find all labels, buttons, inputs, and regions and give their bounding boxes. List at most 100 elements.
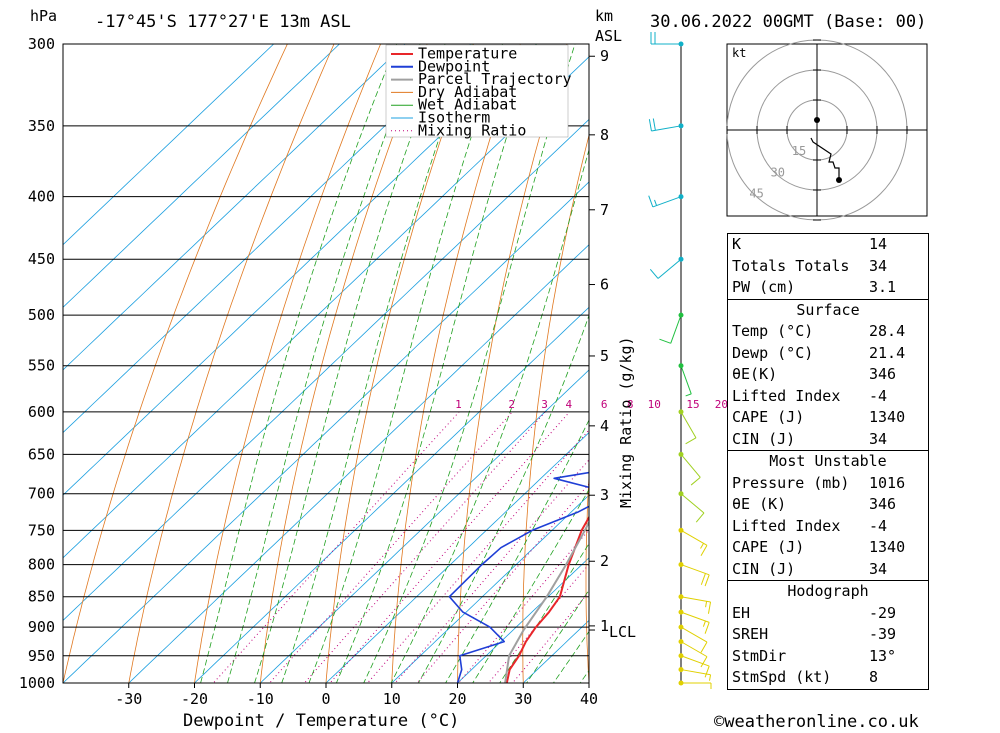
isotherm-line bbox=[63, 56, 589, 559]
wet-adiabat-line bbox=[390, 148, 589, 683]
temperature-tick-label: 10 bbox=[383, 690, 401, 708]
hodograph-ring-label: 45 bbox=[749, 187, 763, 201]
legend-entry: Temperature bbox=[418, 45, 517, 63]
wet-adiabat-line bbox=[363, 44, 576, 683]
wind-barb-staff bbox=[680, 493, 705, 514]
wind-barb-flag bbox=[705, 601, 708, 608]
general-indices: K 14 Totals Totals 34 PW (cm) 3.1 bbox=[728, 234, 928, 299]
legend-entry: Parcel Trajectory bbox=[418, 70, 572, 88]
wind-barb-dot bbox=[678, 667, 684, 673]
wind-barb-staff bbox=[670, 314, 682, 344]
index-row-k: K 14 bbox=[732, 235, 888, 253]
height-tick-label: 4 bbox=[600, 417, 609, 435]
pressure-tick-label: 950 bbox=[28, 647, 55, 665]
mixing-ratio-axis-label: Mixing Ratio (g/kg) bbox=[617, 336, 635, 508]
hodo-row: EH -29 bbox=[732, 603, 897, 622]
height-tick-label: 9 bbox=[600, 47, 609, 65]
index-row-totals: Totals Totals 34 bbox=[732, 256, 888, 275]
mixing-ratio-label: 10 bbox=[648, 398, 661, 411]
wind-barb-flag bbox=[700, 641, 708, 653]
isotherm-line bbox=[63, 44, 472, 434]
isotherm-line bbox=[128, 244, 589, 683]
wind-barb-dot bbox=[678, 41, 684, 47]
wind-barb-staff bbox=[680, 626, 708, 643]
wind-barb-flag bbox=[704, 622, 710, 634]
legend-entry: Mixing Ratio bbox=[418, 121, 526, 139]
dry-adiabat-line bbox=[391, 44, 521, 683]
wind-barb-flag bbox=[695, 512, 705, 523]
most-unstable-indices: Most Unstable Pressure (mb) 1016 θE (K) 34… bbox=[728, 450, 928, 580]
hodograph-title: Hodograph bbox=[787, 582, 869, 600]
pressure-tick-label: 800 bbox=[28, 556, 55, 574]
wind-barb-dot bbox=[678, 363, 684, 369]
pressure-tick-label: 600 bbox=[28, 403, 55, 421]
mixing-ratio-label: 2 bbox=[508, 398, 515, 411]
wind-barb-staff bbox=[680, 669, 711, 676]
mixing-ratio-line bbox=[329, 411, 570, 683]
wet-adiabat-line bbox=[308, 44, 504, 683]
pressure-tick-label: 650 bbox=[28, 445, 55, 463]
legend-entry: Wet Adiabat bbox=[418, 96, 517, 114]
isotherm-line bbox=[193, 306, 589, 683]
wind-barb-dot bbox=[678, 451, 684, 457]
wind-barb-staff bbox=[652, 196, 682, 208]
hodo-row: SREH -39 bbox=[732, 625, 897, 643]
hodograph-ring-label: 15 bbox=[792, 144, 806, 158]
wind-barb-staff bbox=[651, 125, 682, 132]
isotherm-line bbox=[63, 44, 341, 308]
wind-barb-flag bbox=[700, 573, 706, 585]
wind-barb-flag bbox=[709, 674, 712, 681]
wind-barb-staff bbox=[680, 529, 708, 546]
hodo-row: StmSpd (kt) 8 bbox=[732, 668, 879, 686]
wind-barb-dot bbox=[678, 527, 684, 533]
temperature-tick-label: -30 bbox=[115, 690, 142, 708]
wind-barb-flag bbox=[685, 393, 692, 397]
dry-adiabat-line bbox=[928, 7, 991, 709]
mixing-ratio-label: 3 bbox=[541, 398, 548, 411]
series-dewpoint bbox=[448, 471, 589, 683]
mixing-ratio-label: 15 bbox=[686, 398, 699, 411]
wind-barb-flag bbox=[700, 545, 708, 556]
mu-row: CIN (J) 34 bbox=[732, 559, 888, 578]
wind-barb-dot bbox=[678, 680, 684, 686]
height-tick-label: 7 bbox=[600, 201, 609, 219]
isotherm-line bbox=[63, 181, 589, 683]
mixing-ratio-line bbox=[303, 411, 546, 683]
legend-entry: Dry Adiabat bbox=[418, 83, 517, 101]
isotherm-line bbox=[63, 44, 406, 371]
wind-barb-staff bbox=[657, 258, 682, 279]
wind-barb-dot bbox=[678, 624, 684, 630]
dry-adiabat-line bbox=[522, 133, 589, 683]
wind-barb-dot bbox=[678, 194, 684, 200]
hodograph-end-dot bbox=[836, 177, 842, 183]
wind-barb-dot bbox=[678, 123, 684, 129]
pressure-tick-label: 700 bbox=[28, 485, 55, 503]
wind-barb-flag bbox=[700, 656, 708, 668]
pressure-tick-label: 300 bbox=[28, 35, 55, 53]
mixing-ratio-label: 6 bbox=[601, 398, 608, 411]
hodograph-storm-dot bbox=[814, 117, 820, 123]
pressure-tick-label: 900 bbox=[28, 618, 55, 636]
wind-barb-dot bbox=[678, 491, 684, 497]
lcl-label: LCL bbox=[609, 623, 636, 641]
datetime-title: 30.06.2022 00GMT (Base: 00) bbox=[650, 12, 926, 32]
most-unstable-title: Most Unstable bbox=[769, 452, 887, 470]
wind-barb-dot bbox=[678, 256, 684, 262]
height-tick-label: 3 bbox=[600, 486, 609, 504]
wind-barb-dot bbox=[678, 594, 684, 600]
axes: 12346810152025 bbox=[455, 398, 750, 411]
mixing-ratio-line bbox=[212, 411, 460, 683]
dry-adiabat-line bbox=[585, 470, 589, 683]
pressure-tick-label: 500 bbox=[28, 306, 55, 324]
pressure-tick-label: 750 bbox=[28, 521, 55, 539]
temperature-tick-label: -20 bbox=[181, 690, 208, 708]
wind-barb-flag bbox=[648, 119, 652, 132]
dry-adiabat-line bbox=[63, 44, 288, 683]
wind-barb-flag bbox=[690, 476, 701, 486]
surface-row: CIN (J) 34 bbox=[732, 429, 888, 448]
wind-barb-flag bbox=[659, 338, 671, 344]
temperature-tick-label: 40 bbox=[580, 690, 598, 708]
wet-adiabat-line bbox=[417, 314, 589, 683]
